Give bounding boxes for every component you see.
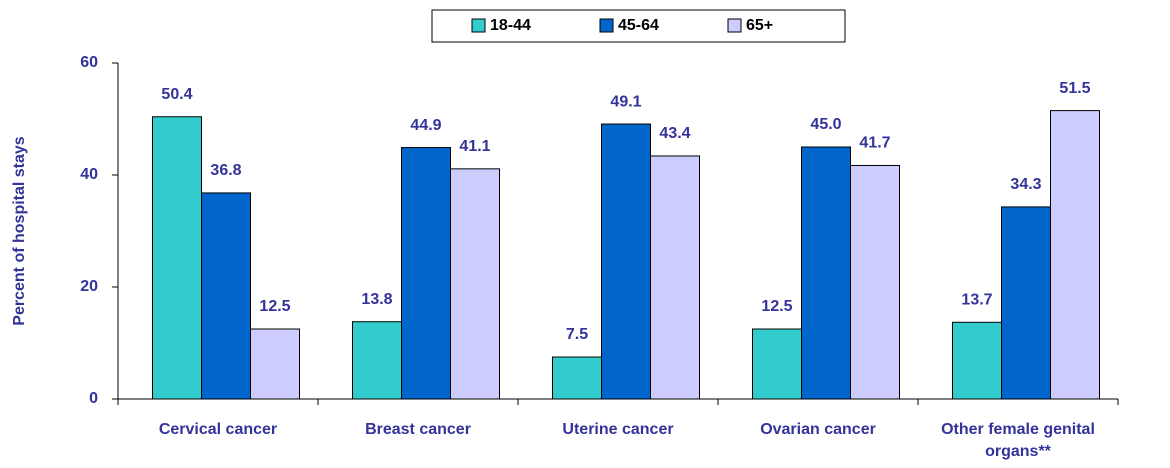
x-tick-label: Breast cancer bbox=[365, 421, 471, 438]
data-label: 12.5 bbox=[259, 298, 290, 315]
legend-label: 45-64 bbox=[618, 17, 659, 34]
data-label: 43.4 bbox=[659, 125, 690, 142]
bar bbox=[1001, 206, 1051, 400]
x-tick-label: Other female genital organs** bbox=[941, 421, 1095, 460]
bar bbox=[850, 164, 900, 400]
data-label: 34.3 bbox=[1010, 176, 1041, 193]
data-label: 41.1 bbox=[459, 138, 490, 155]
x-tick-label: Cervical cancer bbox=[158, 421, 278, 438]
y-axis-label: Percent of hospital stays bbox=[11, 136, 28, 325]
bar bbox=[1050, 110, 1100, 400]
data-label: 13.7 bbox=[961, 291, 992, 308]
y-tick-label: 40 bbox=[80, 166, 98, 183]
data-label: 50.4 bbox=[161, 86, 192, 103]
legend-swatch bbox=[471, 18, 486, 33]
bar bbox=[352, 321, 402, 400]
bar bbox=[401, 147, 451, 400]
x-tick-label: Uterine cancer bbox=[562, 421, 674, 438]
data-label: 51.5 bbox=[1059, 80, 1090, 97]
bar bbox=[752, 328, 802, 400]
legend-box bbox=[431, 9, 846, 43]
bar bbox=[450, 168, 500, 400]
legend-swatch bbox=[727, 18, 742, 33]
y-tick-label: 0 bbox=[89, 390, 98, 407]
bar bbox=[250, 328, 300, 400]
y-tick-label: 60 bbox=[80, 54, 98, 71]
data-label: 12.5 bbox=[761, 298, 792, 315]
x-tick-label: Ovarian cancer bbox=[760, 421, 876, 438]
bar bbox=[801, 146, 851, 400]
data-label: 45.0 bbox=[810, 116, 841, 133]
bar bbox=[952, 321, 1002, 400]
data-label: 41.7 bbox=[859, 135, 890, 152]
bar bbox=[552, 356, 602, 400]
bar bbox=[650, 155, 700, 400]
data-label: 36.8 bbox=[210, 162, 241, 179]
data-label: 49.1 bbox=[610, 93, 641, 110]
data-label: 7.5 bbox=[566, 326, 588, 343]
data-label: 13.8 bbox=[361, 291, 392, 308]
legend-label: 18-44 bbox=[490, 17, 531, 34]
legend-swatch bbox=[599, 18, 614, 33]
y-tick-label: 20 bbox=[80, 278, 98, 295]
bar bbox=[601, 123, 651, 400]
bar bbox=[152, 116, 202, 400]
data-label: 44.9 bbox=[410, 117, 441, 134]
bar bbox=[201, 192, 251, 400]
legend-label: 65+ bbox=[746, 17, 773, 34]
